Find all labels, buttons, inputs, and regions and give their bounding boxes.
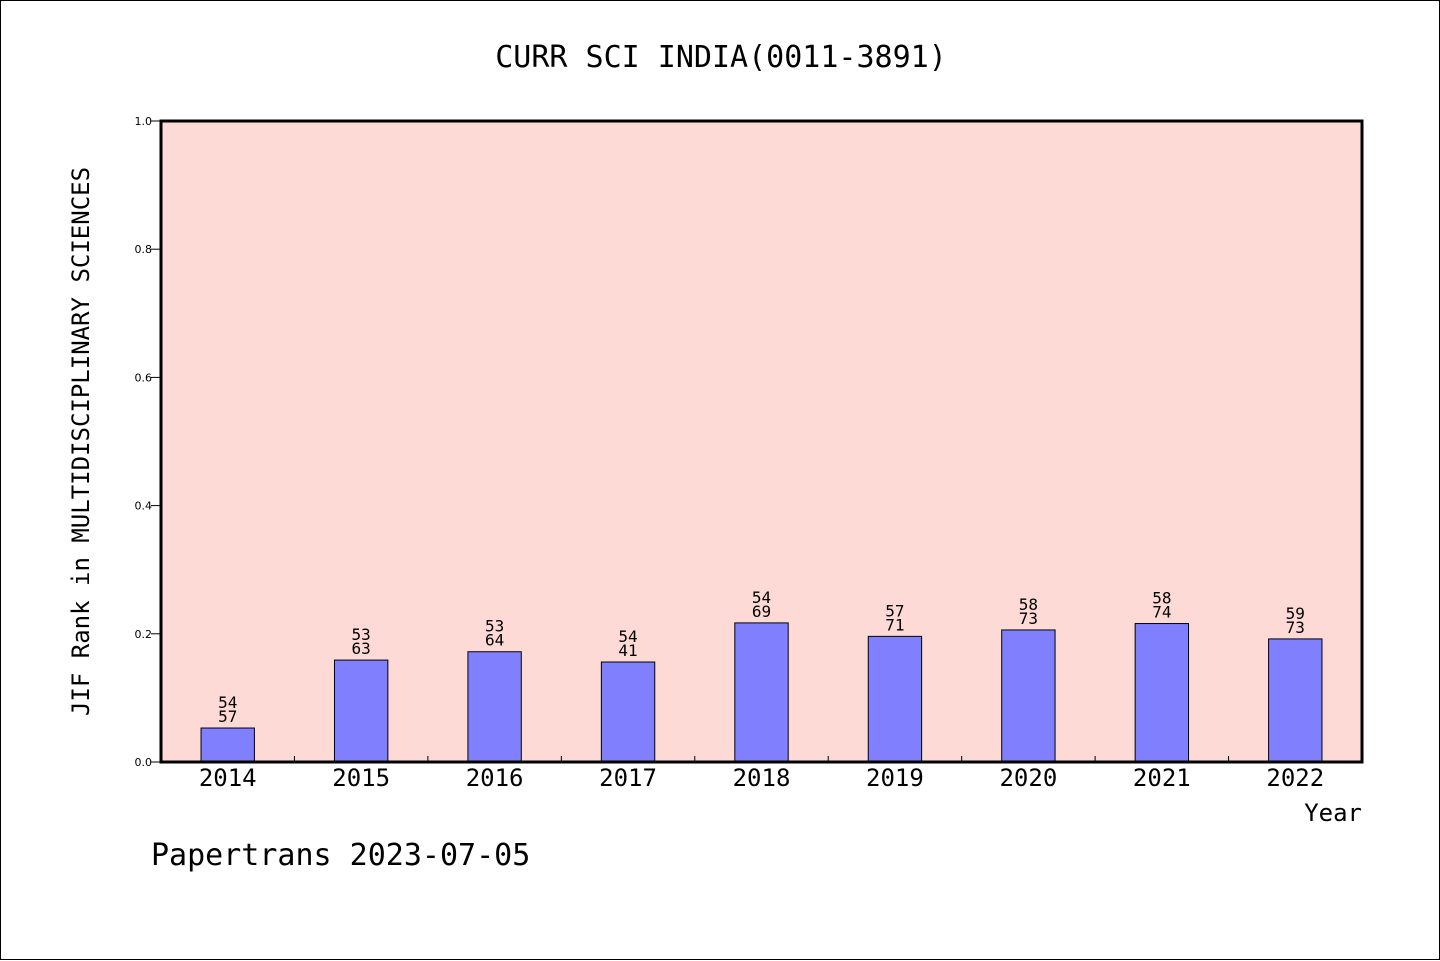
x-tick-label: 2014	[199, 764, 257, 792]
chart-title: CURR SCI INDIA(0011-3891)	[495, 40, 947, 75]
bar-2016	[467, 651, 522, 763]
bar-label-top: 53	[485, 617, 504, 636]
bar-label-bottom: 69	[752, 602, 771, 621]
bar-label-bottom: 73	[1286, 618, 1305, 637]
bar-label-top: 54	[618, 627, 637, 646]
y-tick-label: 0.8	[135, 243, 153, 256]
bar-label-top: 57	[885, 601, 904, 620]
bar-2021	[1134, 623, 1190, 763]
bar-label-bottom: 73	[1019, 609, 1038, 628]
x-tick-label: 2020	[999, 764, 1057, 792]
y-tick-label: 1.0	[135, 115, 153, 128]
x-tick-label: 2022	[1266, 764, 1324, 792]
y-axis-label: JIF Rank in MULTIDISCIPLINARY SCIENCES	[67, 167, 95, 716]
bar-2015	[333, 659, 389, 763]
y-tick-label: 0.6	[135, 371, 153, 384]
bar-2020	[1001, 629, 1056, 763]
y-tick-label: 0.4	[135, 500, 153, 513]
x-tick-label: 2018	[733, 764, 791, 792]
bar-label-bottom: 64	[485, 631, 504, 650]
bar-label-bottom: 57	[218, 707, 237, 726]
bar-label-top: 58	[1019, 595, 1038, 614]
bar-label-top: 58	[1152, 589, 1171, 608]
x-tick-label: 2021	[1133, 764, 1191, 792]
x-tick-label: 2016	[466, 764, 524, 792]
bar-label-top: 54	[752, 588, 771, 607]
bar-label-top: 59	[1286, 604, 1305, 623]
bar-label-bottom: 63	[352, 639, 371, 658]
bar-2022	[1268, 638, 1323, 763]
x-tick-label: 2019	[866, 764, 924, 792]
footer-text: Papertrans 2023-07-05	[151, 838, 530, 873]
bar-label-top: 54	[218, 693, 237, 712]
bar-label-bottom: 74	[1152, 603, 1171, 622]
x-axis-label: Year	[1304, 799, 1362, 827]
bar-2019	[867, 635, 923, 763]
bar-2014	[200, 727, 255, 763]
bar-2018	[734, 622, 789, 763]
bar-label-bottom: 41	[618, 641, 637, 660]
bar-2017	[600, 661, 656, 763]
x-tick-label: 2017	[599, 764, 657, 792]
y-tick-label: 0.0	[135, 756, 153, 769]
y-tick-label: 0.2	[135, 628, 153, 641]
bar-label-top: 53	[352, 625, 371, 644]
x-tick-label: 2015	[332, 764, 390, 792]
plot-border	[159, 119, 1364, 764]
bar-label-bottom: 71	[885, 615, 904, 634]
